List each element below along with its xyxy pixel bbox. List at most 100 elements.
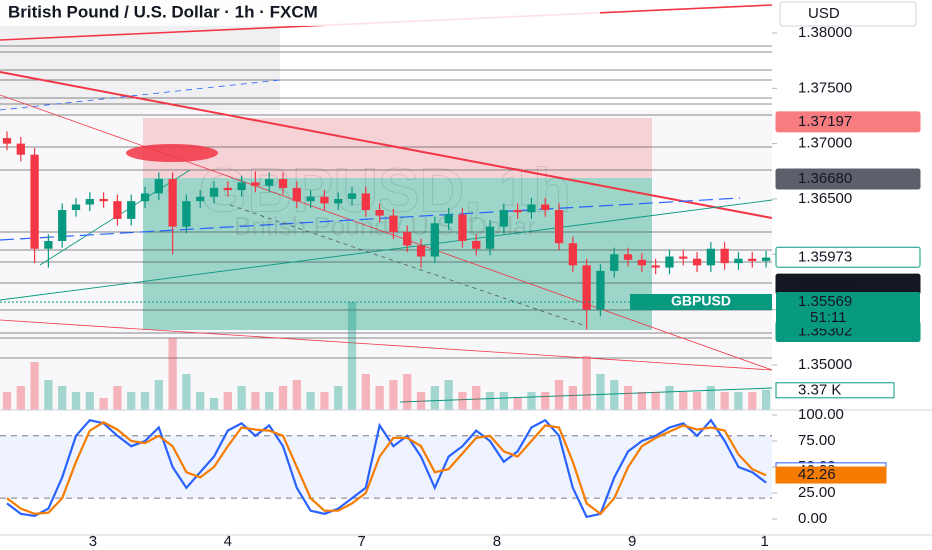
candle-body [472,241,481,249]
volume-bar [334,386,343,410]
volume-bar [499,392,508,410]
price-label-bg [775,111,921,133]
candle-body [734,258,743,264]
candle-body [154,179,163,194]
y-tick-label: 1.37000 [798,135,852,152]
volume-bar [403,374,412,410]
candle-body [651,265,660,268]
candle-body [347,193,357,199]
osc-label-bg [775,466,887,484]
candle-body [265,179,274,186]
volume-bar [85,392,94,410]
axes: 1.380001.375001.370001.365001.360001.355… [0,24,921,550]
volume-bar [99,398,108,410]
osc-tick-label: 75.00 [798,432,836,449]
volume-bar [651,392,660,410]
price-label-bg [775,168,921,190]
volume-bar [196,392,205,410]
candle-body [140,193,150,202]
volume-bar [610,380,619,410]
volume-bar [209,398,219,410]
volume-bar [734,392,743,410]
volume-bar [278,386,288,410]
volume-bar [637,392,646,410]
currency: USD [808,5,840,22]
candle-body [679,256,688,259]
candle-body [513,210,522,213]
candle-body [706,248,716,266]
osc-line [6,418,767,519]
candle-body [430,223,439,257]
volume-bar [665,386,674,410]
volume-bar [527,392,536,410]
trendline [0,199,773,301]
last-price-bg [776,291,920,328]
volume-bar [223,392,232,410]
volume-bar [761,389,771,410]
candle-body [292,187,301,202]
price-label: 1.36680 [798,170,852,187]
osc-tick-label: 100.00 [798,406,844,423]
volume-bar [71,392,81,410]
currency-box [779,1,917,27]
price-label-bg [775,246,921,268]
candle-body [223,187,232,191]
volume-bar [430,386,439,410]
trendline [399,387,773,403]
watermark-symbol: GBPUSD, 1h [199,156,571,225]
volume-bar [127,392,136,410]
price-label: 1.35973 [798,248,852,265]
candle-body [168,179,177,227]
volume-bar [58,386,67,410]
candle-body [278,179,288,188]
volume-bar [568,386,577,410]
candle-body [182,201,191,227]
trendline [0,319,773,371]
trendline [229,204,584,326]
symbol-label: GBPUSD [671,293,731,309]
candle-body [568,243,577,266]
trendline [0,197,741,241]
volume-bar [237,386,246,410]
candle-body [485,226,495,249]
trendline [0,71,773,219]
volume-bar [458,392,467,410]
candle-body [389,215,398,233]
candle-body [623,254,633,260]
y-tick-label: 1.36500 [798,190,852,207]
candle-body [541,204,550,211]
x-tick-label: 8 [493,533,501,550]
volume-bar [113,386,122,410]
candle-body [554,210,564,244]
osc-line [6,421,767,516]
volume-bar [251,392,260,410]
x-tick-label: 9 [628,533,636,550]
volume-bar [416,392,426,410]
price-label: 1.35730 [798,275,852,292]
volume-bar [513,398,522,410]
volume-bar [485,392,495,410]
candle-body [320,196,329,204]
volume-bar [554,380,564,410]
volume-bar [582,356,591,410]
candle-body [582,265,591,310]
candle-body [748,258,757,261]
volume-bar [347,302,357,410]
candle-body [361,193,370,211]
volume-bar [748,392,757,410]
candle-body [458,214,467,242]
candle-body [113,201,122,219]
volume-bar [692,392,702,410]
candle-body [720,248,729,264]
x-tick-label: 7 [358,533,366,550]
candle-body [127,201,136,219]
candle-body [444,214,453,224]
volume-bar [472,386,481,410]
volume-bar [389,380,398,410]
volume-label: 3.37 K [798,382,841,399]
candle-body [334,198,343,204]
osc-tick-label: 0.00 [798,510,827,527]
candle-body [58,210,67,242]
volume-bar [16,386,25,410]
